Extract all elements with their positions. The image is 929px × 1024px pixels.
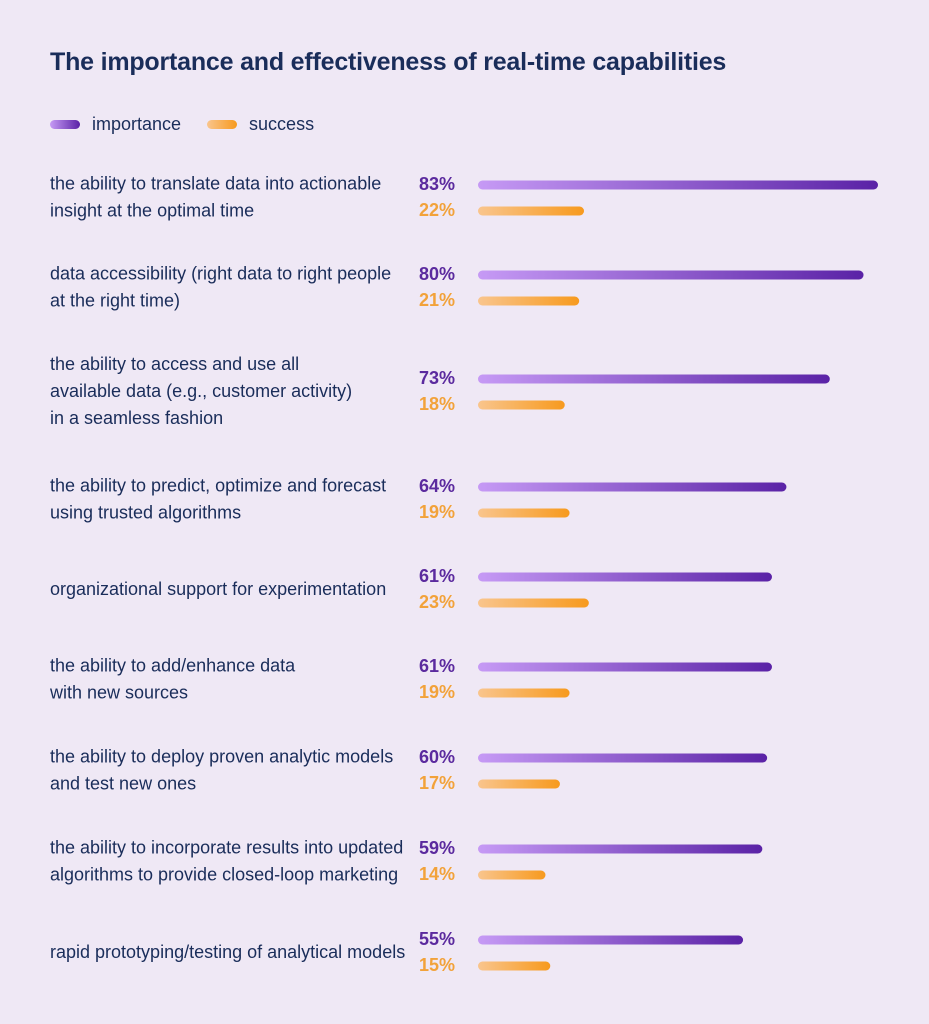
importance-bar [478, 482, 787, 492]
success-bar [478, 206, 585, 216]
importance-value-label: 61% [419, 656, 455, 676]
importance-value-label: 73% [419, 368, 455, 388]
importance-bar [478, 753, 768, 763]
legend-swatch-importance [50, 119, 80, 129]
success-bar [478, 296, 580, 306]
legend-label-success: success [249, 113, 315, 134]
category-label-line: in a seamless fashion [50, 408, 223, 428]
success-bar [478, 598, 589, 608]
importance-value-label: 64% [419, 476, 455, 496]
category-label-line: organizational support for experimentati… [50, 579, 386, 599]
success-bar [478, 870, 546, 880]
category-label: the ability to add/enhance data with new … [49, 655, 296, 702]
success-value-label: 18% [419, 394, 455, 414]
legend-item-importance: importance [50, 114, 181, 135]
category-label-line: insight at the optimal time [50, 200, 254, 220]
chart-row: the ability to incorporate results into … [50, 837, 763, 884]
chart-legend: importance success [50, 112, 340, 136]
chart-row: data accessibility (right data to right … [50, 263, 864, 310]
importance-value-label: 83% [419, 174, 455, 194]
success-bar [478, 400, 565, 410]
chart-row: the ability to translate data into actio… [50, 173, 878, 220]
category-label: the ability to access and use all availab… [50, 354, 352, 428]
chart-row: the ability to add/enhance data with new … [49, 655, 772, 702]
importance-bar [478, 844, 763, 854]
importance-bar [478, 935, 744, 945]
category-label-line: available data (e.g., customer activity) [50, 381, 352, 401]
category-label-line: the ability to deploy proven analytic mo… [50, 746, 393, 766]
category-label-line: with new sources [49, 682, 188, 702]
success-bar [478, 961, 551, 971]
category-label-line: and test new ones [50, 773, 196, 793]
success-value-label: 21% [419, 290, 455, 310]
success-bar [478, 779, 560, 789]
importance-bar [478, 180, 878, 190]
chart-row: the ability to deploy proven analytic mo… [50, 746, 768, 793]
category-label: the ability to translate data into actio… [50, 173, 381, 220]
importance-value-label: 59% [419, 838, 455, 858]
category-label-line: the ability to predict, optimize and for… [50, 475, 386, 495]
legend-swatch-success [207, 119, 238, 129]
importance-value-label: 60% [419, 747, 455, 767]
importance-bar [478, 270, 864, 280]
success-value-label: 23% [419, 592, 455, 612]
category-label-line: at the right time) [50, 290, 180, 310]
category-label-line: algorithms to provide closed-loop market… [50, 864, 398, 884]
category-label-line: the ability to access and use all [50, 354, 299, 374]
importance-bar [478, 374, 830, 384]
chart-row: the ability to predict, optimize and for… [50, 475, 787, 522]
chart-row: the ability to access and use all availab… [50, 354, 830, 428]
category-label: organizational support for experimentati… [50, 579, 386, 599]
success-value-label: 15% [419, 955, 455, 975]
success-bar [478, 508, 570, 518]
category-label-line: the ability to incorporate results into … [50, 837, 403, 857]
category-label: data accessibility (right data to right … [50, 263, 391, 310]
success-bar [478, 688, 570, 698]
chart-row: organizational support for experimentati… [50, 566, 772, 612]
success-value-label: 14% [419, 864, 455, 884]
importance-bar [478, 572, 772, 582]
importance-value-label: 61% [419, 566, 455, 586]
category-label: the ability to predict, optimize and for… [50, 475, 386, 522]
category-label-line: using trusted algorithms [50, 502, 241, 522]
legend-item-success: success [207, 114, 314, 135]
category-label-line: data accessibility (right data to right … [50, 263, 391, 283]
category-label-line: the ability to add/enhance data [50, 655, 296, 675]
success-value-label: 17% [419, 773, 455, 793]
success-value-label: 19% [419, 682, 455, 702]
importance-value-label: 55% [419, 929, 455, 949]
chart-title: The importance and effectiveness of real… [50, 48, 727, 76]
category-label-line: the ability to translate data into actio… [50, 173, 381, 193]
category-label-line: rapid prototyping/testing of analytical … [50, 942, 405, 962]
success-value-label: 22% [419, 200, 455, 220]
category-label: rapid prototyping/testing of analytical … [50, 942, 405, 962]
category-label: the ability to deploy proven analytic mo… [50, 746, 393, 793]
legend-label-importance: importance [92, 113, 182, 134]
chart-row: rapid prototyping/testing of analytical … [50, 929, 744, 975]
category-label: the ability to incorporate results into … [50, 837, 403, 884]
importance-value-label: 80% [419, 264, 455, 284]
importance-bar [478, 662, 772, 672]
success-value-label: 19% [419, 502, 455, 522]
